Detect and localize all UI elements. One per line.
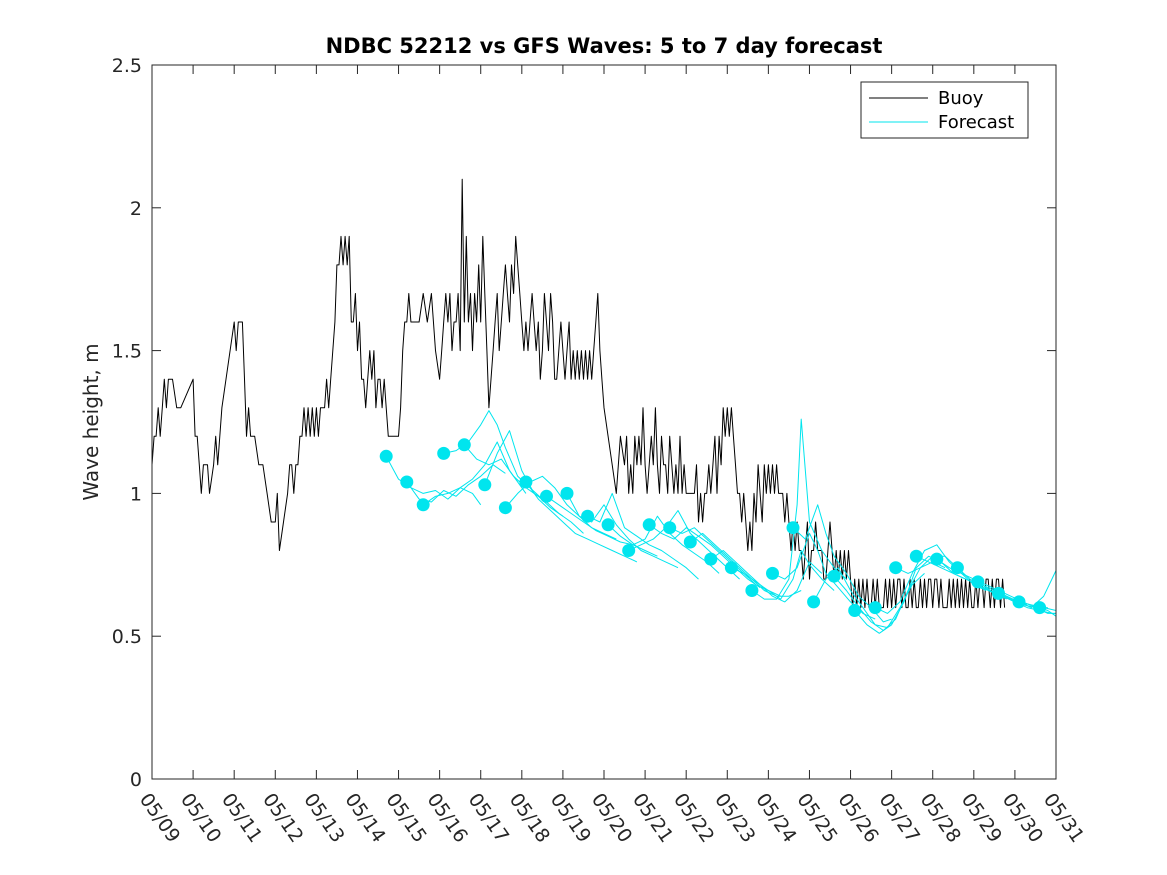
forecast-marker-point — [400, 475, 414, 489]
forecast-marker-point — [786, 521, 800, 535]
forecast-marker-point — [519, 475, 533, 489]
forecast-marker-point — [868, 601, 882, 615]
y-tick-label: 2 — [130, 198, 142, 220]
forecast-marker-point — [1033, 601, 1047, 615]
forecast-trace-line — [833, 561, 946, 631]
buoy-line — [151, 178, 1006, 609]
forecast-marker-point — [581, 509, 595, 523]
forecast-trace-line — [546, 495, 658, 557]
chart-title: NDBC 52212 vs GFS Waves: 5 to 7 day fore… — [326, 34, 883, 58]
forecast-marker-point — [889, 561, 903, 575]
forecast-marker-point — [848, 604, 862, 617]
forecast-marker-point — [478, 478, 492, 492]
legend-forecast-label: Forecast — [938, 112, 1014, 133]
forecast-marker-point — [540, 489, 553, 503]
forecast-marker-point — [971, 575, 985, 589]
forecast-marker-point — [683, 535, 697, 549]
forecast-marker-point — [827, 569, 841, 583]
forecast-marker-point — [745, 584, 759, 597]
forecast-marker-point — [601, 518, 615, 532]
y-tick-label: 1.5 — [112, 341, 142, 363]
y-axis-title: Wave height, m — [79, 343, 103, 500]
forecast-marker-point — [950, 561, 964, 575]
forecast-trace-line — [854, 555, 966, 634]
plot-area — [152, 65, 1056, 779]
data-layer — [151, 178, 1057, 634]
forecast-trace-line — [1018, 570, 1057, 609]
forecast-marker-point — [724, 561, 738, 575]
forecast-trace-line — [710, 550, 823, 603]
forecast-marker-point — [379, 449, 393, 463]
forecast-trace-line — [895, 555, 1007, 600]
y-tick-label: 0.5 — [112, 626, 142, 648]
forecast-trace-line — [463, 444, 564, 517]
forecast-marker-point — [437, 446, 451, 460]
forecast-marker-point — [909, 549, 923, 563]
legend: Buoy Forecast — [860, 81, 1029, 139]
buoy-series — [151, 178, 1006, 609]
forecast-marker-point — [457, 438, 471, 452]
forecast-trace-line — [422, 441, 527, 506]
forecast-trace-line — [751, 418, 847, 600]
forecast-marker-series — [379, 438, 1047, 617]
legend-box — [860, 81, 1029, 139]
forecast-marker-point — [807, 595, 821, 609]
forecast-trace-line — [648, 524, 761, 589]
forecast-marker-point — [704, 552, 718, 566]
forecast-marker-point — [663, 521, 677, 535]
legend-buoy-label: Buoy — [938, 88, 984, 109]
y-tick-label: 2.5 — [112, 55, 142, 77]
forecast-marker-point — [930, 552, 944, 566]
y-tick-label: 1 — [130, 483, 142, 505]
forecast-trace-line — [792, 504, 892, 623]
forecast-trace-line — [525, 481, 638, 563]
y-tick-label: 0 — [130, 769, 142, 791]
forecast-marker-point — [560, 486, 574, 500]
forecast-marker-point — [992, 586, 1005, 600]
forecast-trace-line — [669, 527, 781, 597]
forecast-marker-point — [498, 501, 512, 515]
forecast-trace-line — [874, 544, 987, 614]
forecast-marker-point — [622, 544, 636, 557]
forecast-marker-point — [642, 518, 656, 532]
forecast-marker-point — [1012, 595, 1026, 609]
forecast-marker-point — [766, 566, 779, 580]
forecast-trace-line — [731, 550, 835, 600]
y-axis-ticks: 0 0.5 1 1.5 2 2.5 — [112, 55, 1056, 791]
forecast-trace-line — [607, 515, 720, 574]
forecast-trace-line — [628, 510, 740, 580]
forecast-marker-point — [416, 498, 430, 512]
